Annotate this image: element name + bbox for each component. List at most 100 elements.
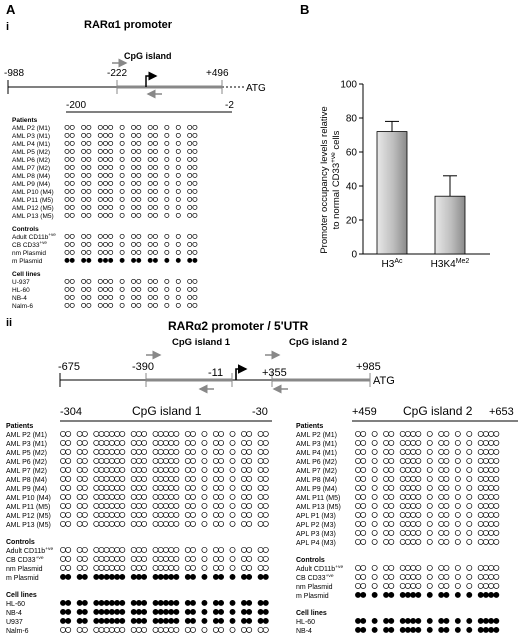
cpg-site-circle (114, 564, 121, 571)
cpg-site-circle (64, 148, 70, 154)
rara1-region-left: -200 (66, 100, 86, 111)
cpg-site-circle (493, 617, 500, 624)
cpg-site-circle (163, 546, 169, 553)
cpg-site-circle (488, 439, 495, 446)
cpg-site-circle (404, 484, 411, 491)
cpg-site-circle (493, 520, 500, 527)
cpg-site-circle (466, 475, 473, 482)
cpg-site-circle (97, 156, 103, 162)
cpg-site-circle (135, 555, 142, 562)
cpg-site-circle (76, 626, 83, 633)
cpg-site-circle (488, 591, 495, 598)
cpg-site-circle (184, 555, 191, 562)
cpg-site-circle (488, 457, 495, 464)
cpg-site-circle (163, 564, 169, 571)
cpg-site-circle (262, 511, 269, 518)
cpg-site-circle (131, 249, 137, 255)
cpg-site-circle (136, 124, 142, 130)
cpg-site-circle (454, 520, 461, 527)
cpg-site-circle (218, 573, 225, 580)
cpg-site-circle (131, 172, 137, 178)
cpg-site-circle (141, 502, 148, 509)
cpg-site-circle (482, 511, 489, 518)
cpg-site-circle (454, 448, 461, 455)
cpg-site-circle (184, 502, 191, 509)
cpg-site-circle (60, 439, 66, 446)
cpg-site-circle (130, 466, 137, 473)
cpg-site-circle (262, 555, 269, 562)
cpg-site-circle (81, 249, 87, 255)
cpg-site-circle (69, 278, 75, 284)
rara1-cpg-label: CpG island (124, 51, 172, 61)
cpg-site-circle (404, 573, 411, 580)
cpg-site-circle (187, 124, 193, 130)
cpg-site-circle (262, 546, 269, 553)
cpg-site-circle (93, 493, 100, 500)
cpg-site-circle (76, 457, 83, 464)
cpg-site-circle (257, 599, 264, 606)
cpg-site-circle (477, 520, 484, 527)
cpg-site-circle (190, 466, 196, 473)
cpg-site-circle (257, 466, 264, 473)
cpg-site-circle (163, 511, 169, 518)
cpg-site-circle (152, 599, 159, 606)
cpg-site-circle (108, 617, 115, 624)
row-label-cb-cd33-ve: CB CD33+ve (296, 574, 334, 582)
cpg-site-circle (443, 564, 450, 571)
cpg-site-circle (246, 493, 253, 500)
cpg-site-circle (147, 180, 153, 186)
cpg-site-circle (493, 564, 500, 571)
occupancy-chart: 0 20 40 60 80 100 Promoter occupancy levels r… (319, 80, 490, 270)
cpg-site-circle (246, 555, 253, 562)
cpg-site-circle (60, 555, 66, 562)
cpg-site-circle (477, 573, 484, 580)
row-label-aml-p7-m2: AML P7 (M2) (6, 468, 47, 475)
cpg-site-circle (157, 564, 164, 571)
cpg-site-circle (64, 233, 70, 239)
cpg-site-circle (97, 241, 103, 247)
cpg-site-circle (81, 164, 87, 170)
cpg-site-circle (81, 286, 87, 292)
cpg-site-circle (482, 626, 489, 633)
cpg-site-circle (192, 302, 198, 308)
cpg-site-circle (69, 204, 75, 210)
cpg-site-circle (173, 448, 180, 455)
cpg-site-circle (388, 466, 395, 473)
cpg-site-circle (488, 617, 495, 624)
cpg-site-circle (371, 520, 378, 527)
cpg-site-circle (108, 439, 115, 446)
row-label-aml-p7-m2: AML P7 (M2) (12, 165, 50, 172)
cpg-site-circle (383, 529, 390, 536)
cpg-site-circle (103, 180, 108, 186)
cpg-site-circle (388, 617, 395, 624)
cpg-site-circle (246, 626, 253, 633)
rara2-region2-right: +653 (489, 406, 514, 418)
rara2-region2-left: +459 (352, 406, 377, 418)
cpg-site-circle (135, 520, 142, 527)
cpg-site-circle (229, 484, 236, 491)
cpg-site-circle (136, 180, 142, 186)
cpg-site-circle (466, 573, 473, 580)
cpg-site-circle (493, 430, 500, 437)
cpg-site-circle (76, 475, 83, 482)
cpg-site-circle (119, 286, 125, 292)
cpg-site-circle (108, 430, 115, 437)
cpg-site-circle (130, 573, 137, 580)
cpg-site-circle (262, 599, 269, 606)
cpg-site-circle (157, 502, 164, 509)
cpg-site-circle (426, 582, 433, 589)
cpg-site-circle (64, 278, 70, 284)
row-label-aml-p5-m2: AML P5 (M2) (6, 450, 47, 457)
cpg-site-circle (426, 564, 433, 571)
cpg-site-circle (262, 520, 269, 527)
cpg-site-circle (246, 430, 253, 437)
cpg-site-circle (76, 484, 83, 491)
cpg-site-circle (438, 502, 445, 509)
cpg-site-circle (262, 466, 269, 473)
cpg-site-circle (147, 249, 153, 255)
cpg-site-circle (65, 484, 72, 491)
cpg-site-circle (130, 617, 137, 624)
cpg-site-circle (114, 520, 121, 527)
cpg-site-circle (147, 302, 153, 308)
cpg-site-circle (163, 520, 169, 527)
